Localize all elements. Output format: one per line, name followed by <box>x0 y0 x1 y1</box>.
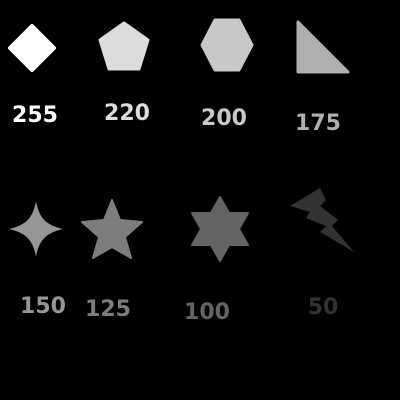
lightning-icon <box>290 188 354 252</box>
triangle-icon <box>296 20 350 74</box>
triangle-label: 175 <box>295 111 341 136</box>
diamond-label: 255 <box>12 103 58 128</box>
star-6-icon <box>191 196 249 262</box>
star-5-icon <box>81 199 143 259</box>
star-4-label: 150 <box>20 294 66 319</box>
star-4-icon <box>9 201 63 257</box>
star-6-label: 100 <box>184 300 230 325</box>
hexagon-label: 200 <box>201 106 247 131</box>
hexagon-icon <box>200 18 254 72</box>
pentagon-label: 220 <box>104 101 150 126</box>
diamond-icon <box>8 24 56 72</box>
star-5-label: 125 <box>85 297 131 322</box>
pentagon-icon <box>98 21 150 71</box>
lightning-label: 50 <box>307 295 339 320</box>
